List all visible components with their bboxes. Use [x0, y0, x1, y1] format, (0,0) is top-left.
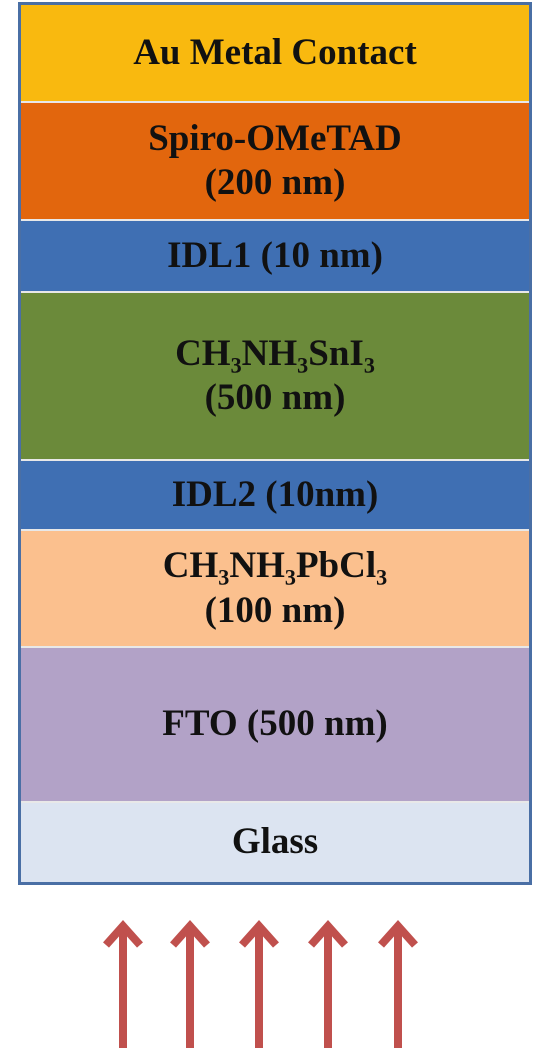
layer-label: (100 nm) [204, 589, 346, 631]
arrow [242, 926, 276, 1048]
layer: FTO (500 nm) [21, 648, 529, 803]
layer: Glass [21, 803, 529, 882]
layer-label: Glass [231, 821, 319, 863]
arrow [106, 926, 140, 1048]
light-arrows [0, 900, 554, 1050]
layer-label: CH₃NH₃PbCl₃ [162, 545, 388, 587]
layer-label: IDL2 (10nm) [171, 473, 379, 515]
layer-label: FTO (500 nm) [162, 703, 388, 745]
arrow [173, 926, 207, 1048]
layer-label: Spiro-OMeTAD [148, 117, 402, 159]
layer-label: (500 nm) [204, 377, 346, 418]
layer-label: (200 nm) [204, 162, 346, 203]
layer: Spiro-OMeTAD (200 nm) [21, 103, 529, 221]
layer-label: IDL1 (10 nm) [167, 234, 383, 276]
arrow [381, 926, 415, 1048]
layer-stack: Au Metal Contact Spiro-OMeTAD (200 nm) I… [18, 2, 532, 885]
arrow [311, 926, 345, 1048]
layer: CH₃NH₃PbCl₃ (100 nm) [21, 531, 529, 648]
layer-label: CH₃NH₃SnI₃ [175, 332, 375, 374]
layer: Au Metal Contact [21, 5, 529, 103]
layer-label: Au Metal Contact [133, 31, 417, 73]
layer: CH₃NH₃SnI₃ (500 nm) [21, 293, 529, 461]
layer: IDL2 (10nm) [21, 461, 529, 531]
layer: IDL1 (10 nm) [21, 221, 529, 293]
